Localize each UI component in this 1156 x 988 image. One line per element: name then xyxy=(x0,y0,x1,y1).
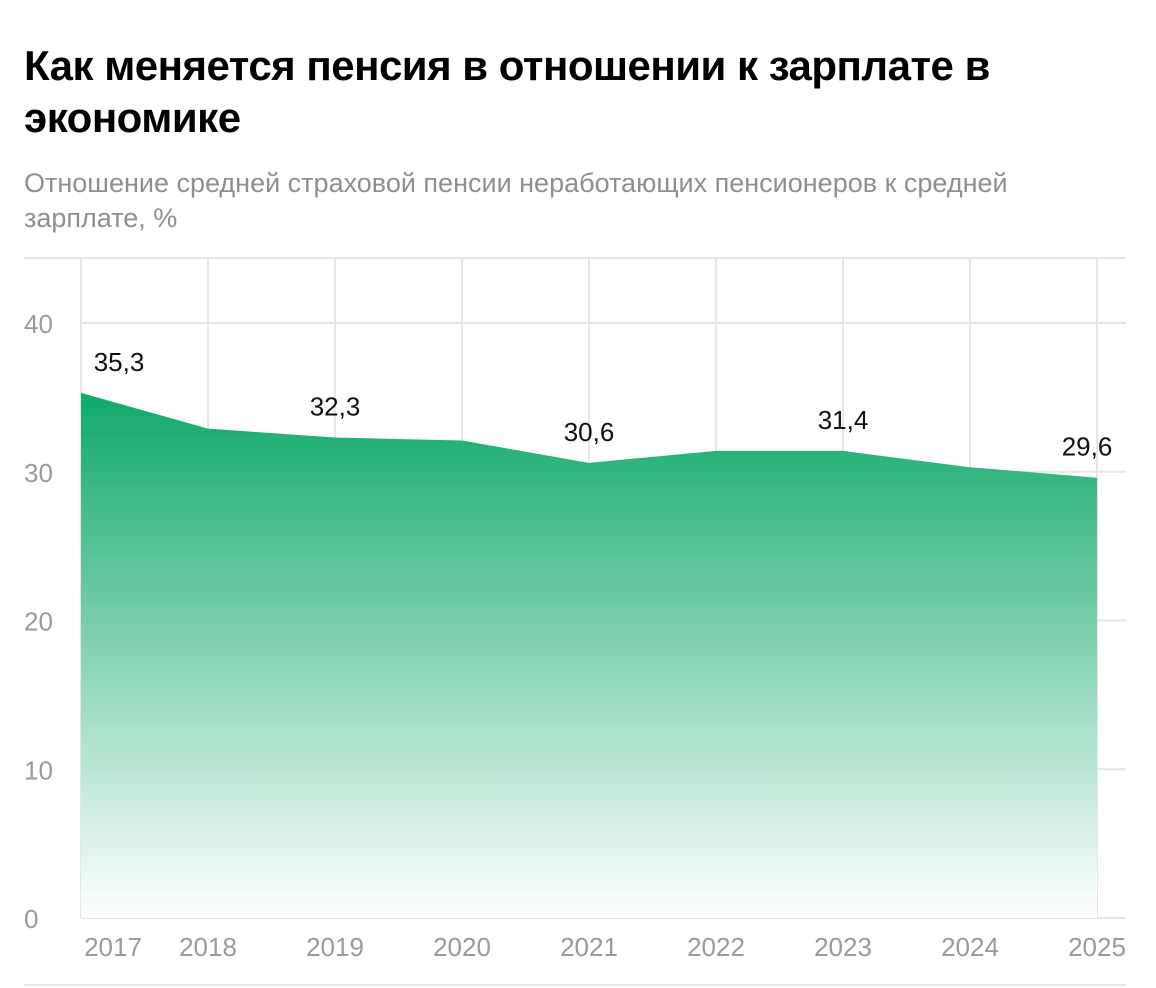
x-tick-label: 2019 xyxy=(306,932,364,962)
y-tick-label: 10 xyxy=(24,755,53,785)
y-tick-label: 30 xyxy=(24,458,53,488)
x-tick-label: 2017 xyxy=(84,932,142,962)
data-label: 30,6 xyxy=(564,417,615,447)
x-tick-label: 2024 xyxy=(941,932,999,962)
x-tick-label: 2020 xyxy=(433,932,491,962)
data-label: 32,3 xyxy=(310,392,361,422)
x-tick-label: 2018 xyxy=(179,932,237,962)
data-label: 29,6 xyxy=(1062,432,1113,462)
x-tick-label: 2021 xyxy=(560,932,618,962)
chart-title: Как меняется пенсия в отношении к зарпла… xyxy=(24,42,990,141)
y-tick-label: 0 xyxy=(24,904,38,934)
x-tick-label: 2022 xyxy=(687,932,745,962)
y-tick-label: 20 xyxy=(24,607,53,637)
data-label: 35,3 xyxy=(94,347,145,377)
area-fill xyxy=(81,392,1097,919)
x-tick-label: 2023 xyxy=(814,932,872,962)
x-tick-label: 2025 xyxy=(1068,932,1126,962)
chart-subtitle: Отношение средней страховой пенсии нераб… xyxy=(24,168,1008,233)
data-label: 31,4 xyxy=(818,405,869,435)
y-tick-label: 40 xyxy=(24,309,53,339)
